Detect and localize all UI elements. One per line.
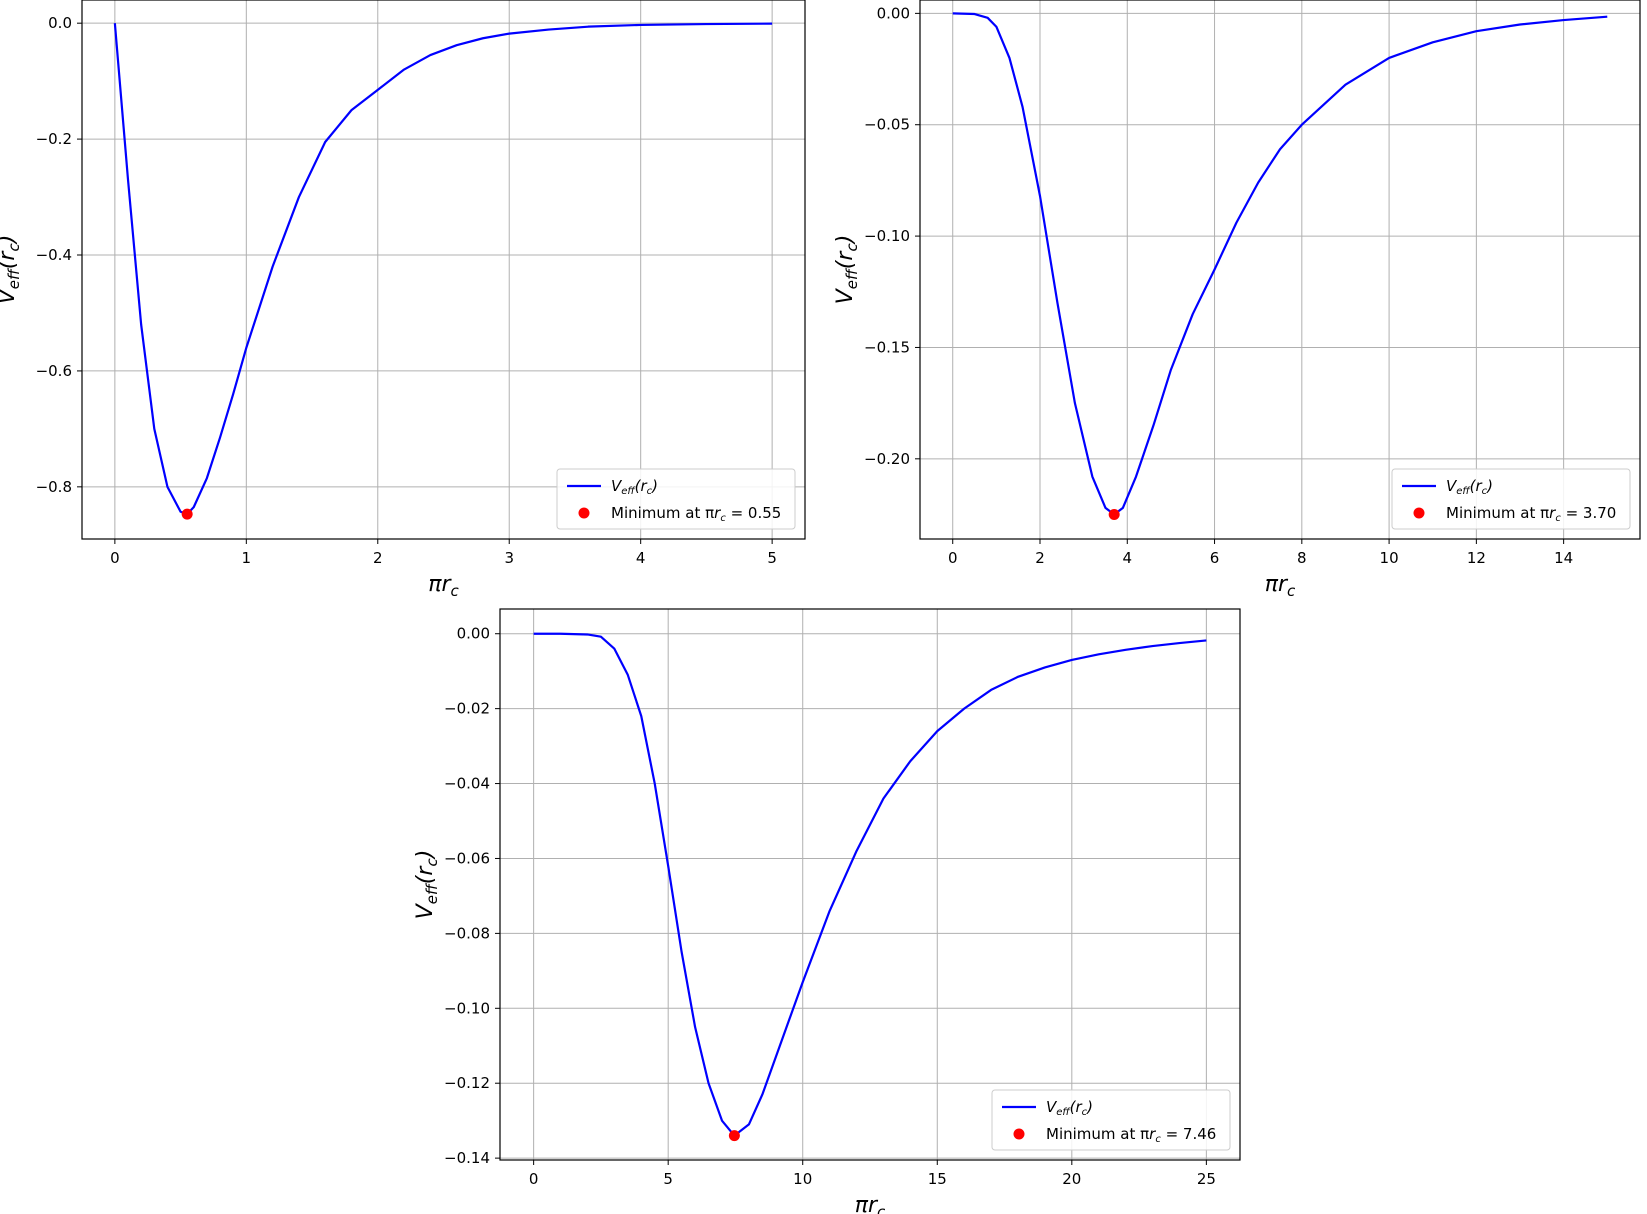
x-tick-label: 14 bbox=[1554, 549, 1573, 567]
legend: Veff(rc) Minimum at πrc = 7.46 bbox=[991, 1089, 1231, 1151]
axes-frame bbox=[81, 0, 806, 540]
legend-entry-line: Veff(rc) bbox=[1046, 1098, 1093, 1118]
y-tick-label: −0.4 bbox=[36, 246, 72, 264]
series-line bbox=[113, 22, 773, 516]
x-tick-label: 25 bbox=[1197, 1170, 1216, 1188]
series-line bbox=[533, 632, 1207, 1137]
series-line bbox=[952, 12, 1608, 516]
chart-panel-2: 0 2 4 6 8 10 12 14 0.00 −0.05 −0.10 −0.15 −0.20 πrc Ve… bbox=[833, 0, 1641, 600]
x-tick-label: 12 bbox=[1467, 549, 1486, 567]
y-tick-label: −0.20 bbox=[864, 450, 910, 468]
y-tick-label: −0.12 bbox=[444, 1074, 490, 1092]
y-tick-label: −0.8 bbox=[36, 478, 72, 496]
legend-entry-line: Veff(rc) bbox=[1446, 477, 1493, 497]
legend-point-swatch bbox=[1413, 507, 1425, 519]
legend-entry-minimum: Minimum at πrc = 3.70 bbox=[1446, 504, 1616, 524]
x-tick-label: 4 bbox=[1122, 549, 1132, 567]
x-tick-label: 2 bbox=[373, 549, 383, 567]
legend-box bbox=[556, 468, 796, 530]
x-tick-label: 6 bbox=[1210, 549, 1220, 567]
y-tick-label: −0.15 bbox=[864, 338, 910, 356]
y-tick-label: −0.04 bbox=[444, 775, 490, 793]
legend-entry-line: Veff(rc) bbox=[611, 477, 658, 497]
grid bbox=[500, 609, 1240, 1160]
axes-frame bbox=[499, 608, 1241, 1161]
y-axis-label: Veff(rc) bbox=[413, 850, 441, 920]
legend-point-swatch bbox=[1013, 1128, 1025, 1140]
legend-entry-minimum: Minimum at πrc = 0.55 bbox=[611, 504, 781, 524]
x-tick-label: 4 bbox=[636, 549, 646, 567]
legend: Veff(rc) Minimum at πrc = 3.70 bbox=[1391, 468, 1631, 530]
x-tick-label: 5 bbox=[663, 1170, 673, 1188]
grid bbox=[82, 0, 805, 539]
y-tick-label: −0.14 bbox=[444, 1149, 490, 1167]
x-axis-label: πrc bbox=[1265, 572, 1296, 600]
legend: Veff(rc) Minimum at πrc = 0.55 bbox=[556, 468, 796, 530]
y-tick-label: −0.06 bbox=[444, 849, 490, 867]
y-axis-label: Veff(rc) bbox=[0, 235, 23, 305]
legend-point-swatch bbox=[578, 507, 590, 519]
minimum-point bbox=[181, 508, 193, 520]
x-tick-label: 0 bbox=[110, 549, 120, 567]
y-tick-label: −0.10 bbox=[864, 227, 910, 245]
y-tick-label: −0.2 bbox=[36, 130, 72, 148]
x-tick-label: 10 bbox=[793, 1170, 812, 1188]
legend-box bbox=[991, 1089, 1231, 1151]
x-tick-label: 8 bbox=[1297, 549, 1307, 567]
chart-panel-3: 0 5 10 15 20 25 0.00 −0.02 −0.04 −0.06 −0.08 −0.10 −… bbox=[413, 608, 1241, 1214]
y-tick-label: −0.02 bbox=[444, 700, 490, 718]
legend-entry-minimum: Minimum at πrc = 7.46 bbox=[1046, 1125, 1216, 1145]
x-tick-label: 0 bbox=[529, 1170, 539, 1188]
y-tick-label: 0.0 bbox=[48, 14, 72, 32]
chart-panel-1: 0123450.0−0.2−0.4−0.6−0.8πrcVeff(rc)Veff… bbox=[0, 0, 806, 600]
x-tick-label: 2 bbox=[1035, 549, 1045, 567]
legend-box bbox=[1391, 468, 1631, 530]
x-axis-label: πrc bbox=[428, 572, 459, 600]
y-tick-label: −0.08 bbox=[444, 924, 490, 942]
x-tick-label: 20 bbox=[1062, 1170, 1081, 1188]
y-axis-label: Veff(rc) bbox=[833, 235, 861, 305]
y-tick-label: −0.6 bbox=[36, 362, 72, 380]
x-tick-label: 1 bbox=[242, 549, 252, 567]
grid bbox=[920, 0, 1640, 539]
y-tick-label: 0.00 bbox=[877, 4, 910, 22]
axes-frame bbox=[919, 0, 1641, 540]
y-tick-label: −0.05 bbox=[864, 116, 910, 134]
minimum-point bbox=[1108, 509, 1120, 520]
x-tick-label: 0 bbox=[948, 549, 958, 567]
minimum-point bbox=[728, 1130, 740, 1142]
y-tick-label: −0.10 bbox=[444, 999, 490, 1017]
x-tick-label: 3 bbox=[504, 549, 514, 567]
x-tick-label: 5 bbox=[767, 549, 777, 567]
x-axis-label: πrc bbox=[855, 1193, 886, 1214]
x-tick-label: 15 bbox=[928, 1170, 947, 1188]
x-tick-label: 10 bbox=[1380, 549, 1399, 567]
y-tick-label: 0.00 bbox=[457, 625, 490, 643]
